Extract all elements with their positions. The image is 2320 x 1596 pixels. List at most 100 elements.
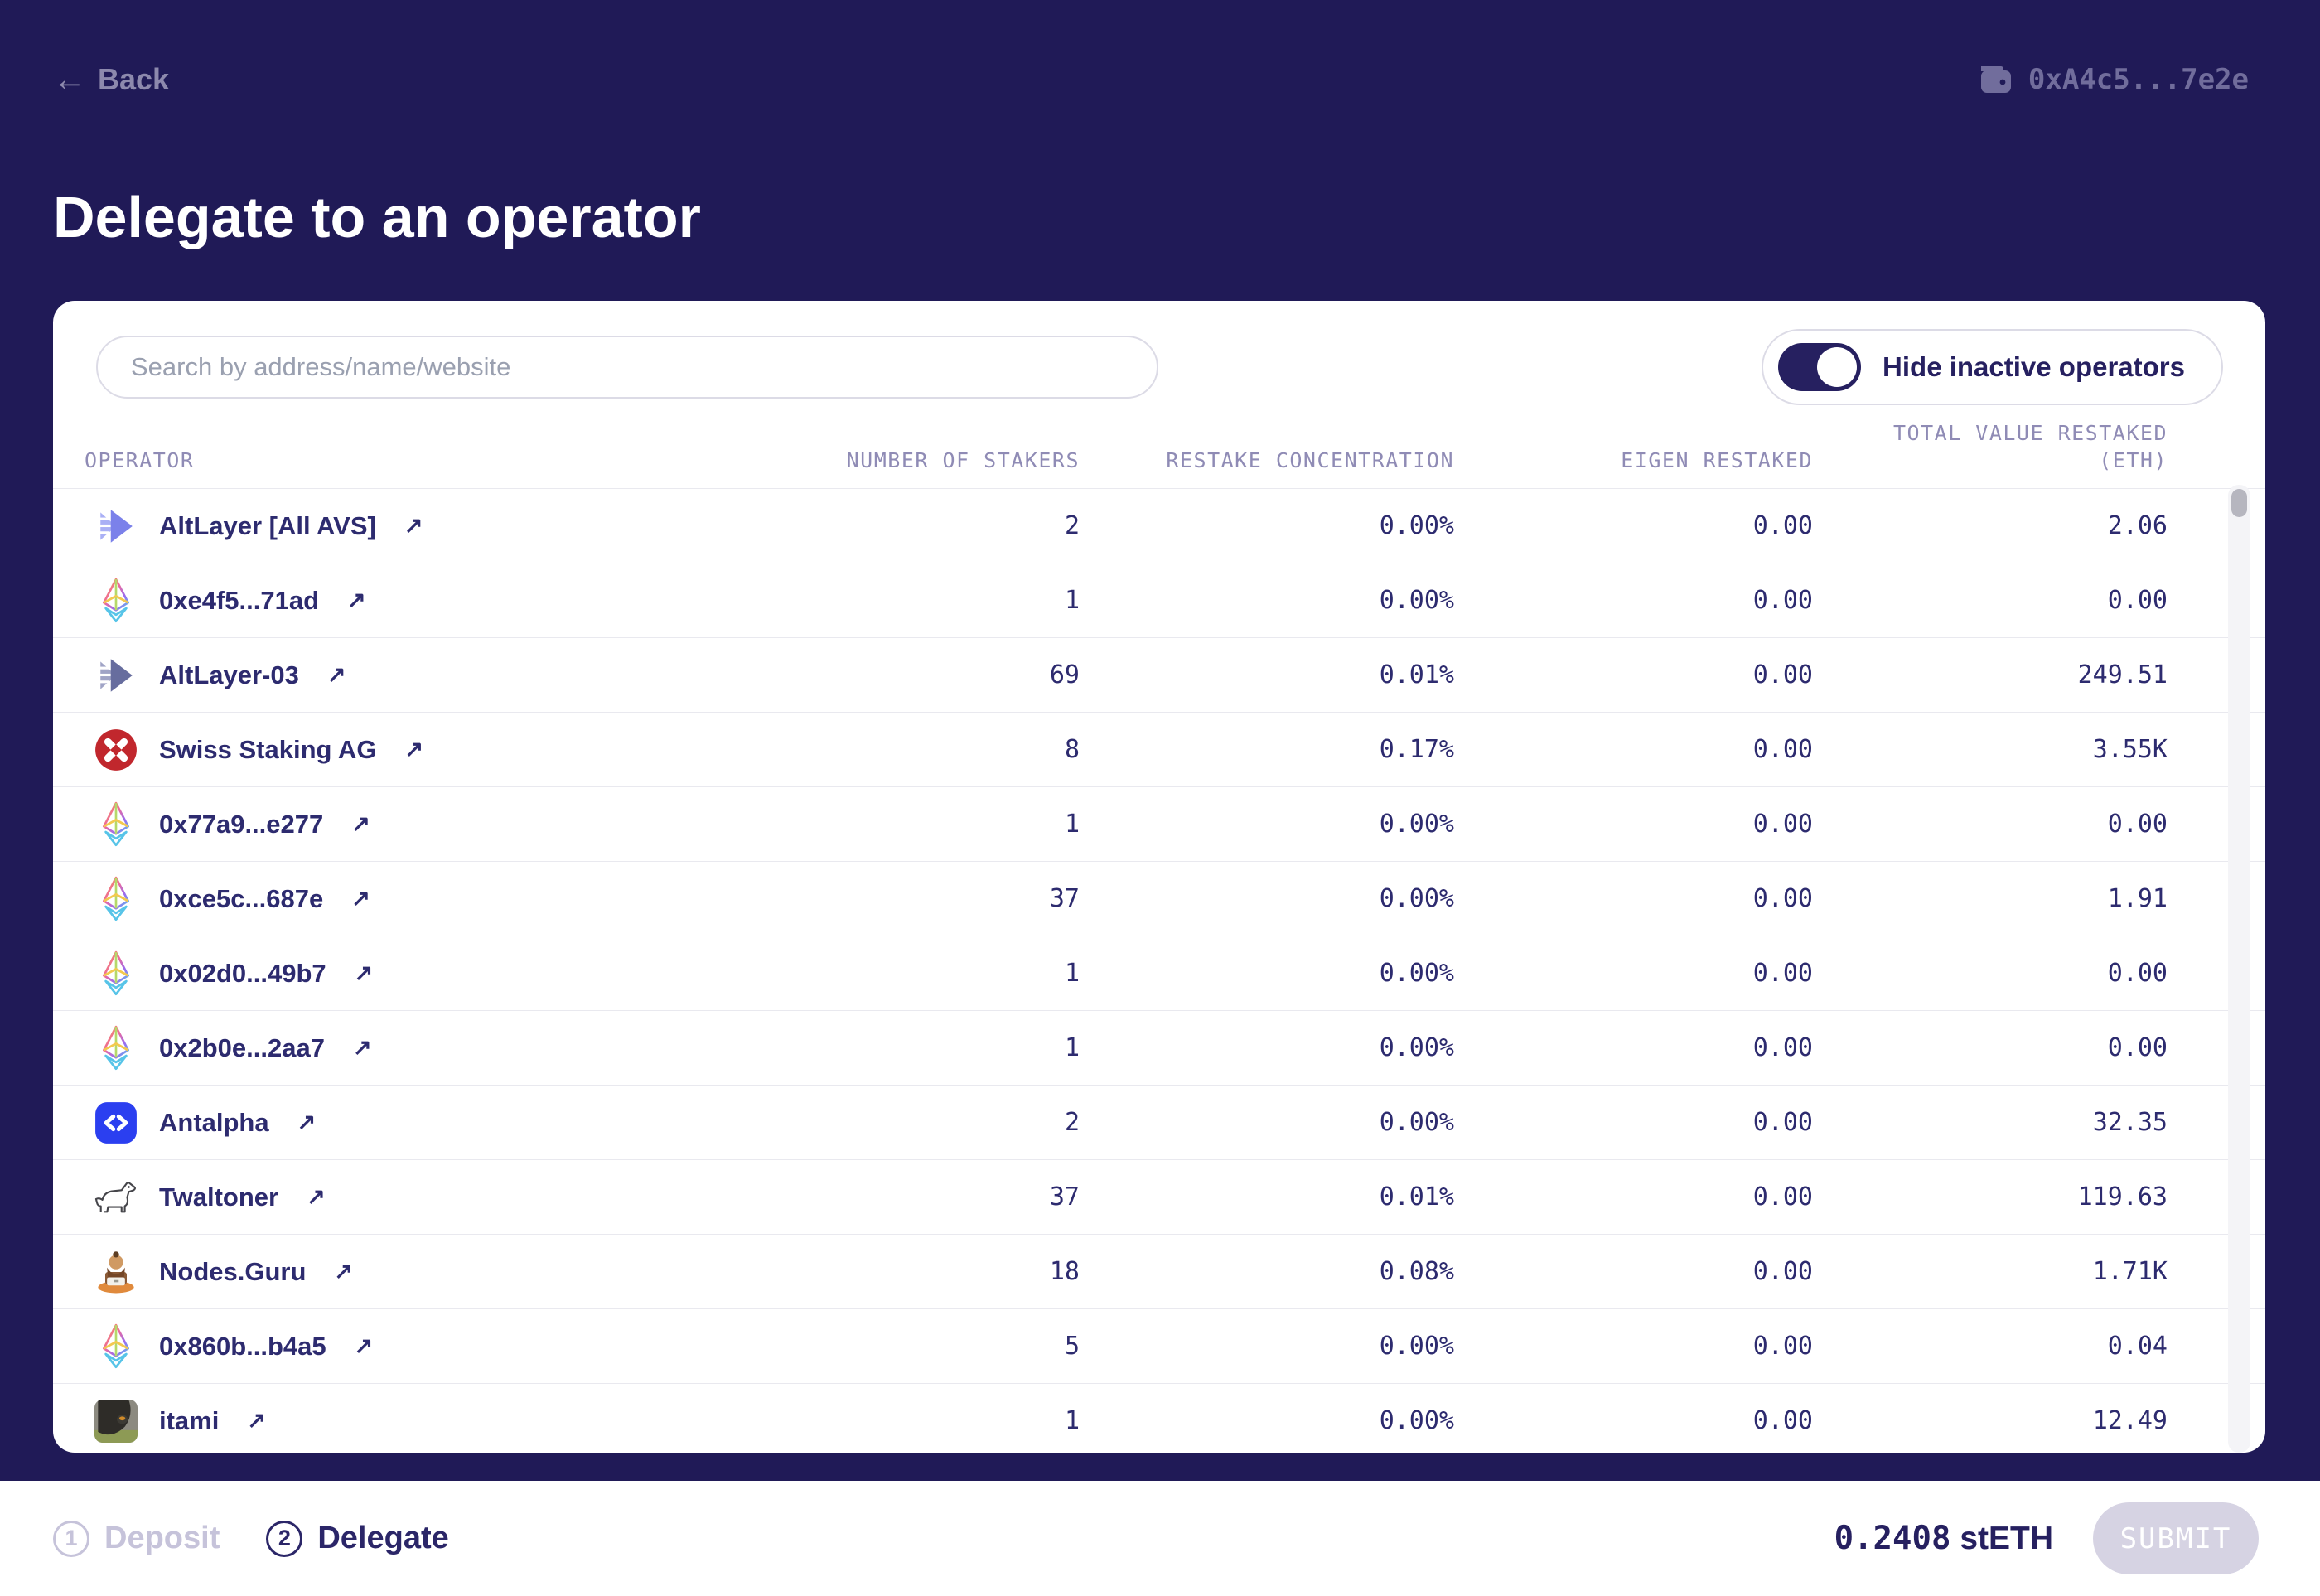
operator-cell[interactable]: 0x860b...b4a5 ↗: [85, 1323, 732, 1370]
operator-cell[interactable]: 0x2b0e...2aa7 ↗: [85, 1025, 732, 1071]
eigen-restaked-value: 0.00: [1752, 1257, 1813, 1286]
step-label: Delegate: [317, 1521, 449, 1555]
submit-button[interactable]: SUBMIT: [2093, 1502, 2259, 1574]
table-row[interactable]: Nodes.Guru ↗ 18 0.08% 0.00 1.71K: [53, 1234, 2265, 1308]
total-restaked-value: 0.00: [2107, 959, 2168, 988]
operator-avatar-icon: [94, 1025, 138, 1071]
operator-name: AltLayer-03: [159, 660, 299, 689]
external-link-icon[interactable]: ↗: [404, 737, 424, 762]
column-header-eigen: EIGEN RESTAKED: [1621, 448, 1813, 473]
stakers-value: 2: [1064, 511, 1080, 540]
table-scrollbar[interactable]: [2228, 485, 2250, 1453]
table-row[interactable]: Swiss Staking AG ↗ 8 0.17% 0.00 3.55K: [53, 712, 2265, 786]
operator-cell[interactable]: 0xce5c...687e ↗: [85, 876, 732, 922]
total-restaked-value: 3.55K: [2092, 735, 2168, 764]
concentration-value: 0.00%: [1379, 959, 1454, 988]
total-restaked-value: 249.51: [2077, 660, 2168, 689]
external-link-icon[interactable]: ↗: [247, 1408, 266, 1433]
toggle-switch-icon[interactable]: [1778, 343, 1862, 391]
eigen-restaked-value: 0.00: [1752, 1108, 1813, 1137]
operator-avatar-icon: [94, 876, 138, 922]
external-link-icon[interactable]: ↗: [354, 960, 374, 985]
total-restaked-value: 0.00: [2107, 1033, 2168, 1062]
total-restaked-value: 2.06: [2107, 511, 2168, 540]
table-row[interactable]: 0xce5c...687e ↗ 37 0.00% 0.00 1.91: [53, 861, 2265, 936]
column-header-total: TOTAL VALUE RESTAKED (ETH): [1892, 420, 2168, 473]
operator-avatar-icon: [94, 950, 138, 997]
eigen-restaked-value: 0.00: [1752, 1406, 1813, 1435]
operator-cell[interactable]: 0x77a9...e277 ↗: [85, 801, 732, 848]
step-number-badge: 2: [266, 1520, 303, 1557]
wallet-chip[interactable]: 0xA4c5...7e2e: [1979, 63, 2249, 96]
search-input[interactable]: [96, 336, 1158, 399]
table-row[interactable]: 0x02d0...49b7 ↗ 1 0.00% 0.00 0.00: [53, 936, 2265, 1010]
table-row[interactable]: 0xe4f5...71ad ↗ 1 0.00% 0.00 0.00: [53, 563, 2265, 637]
external-link-icon[interactable]: ↗: [351, 811, 370, 836]
operator-cell[interactable]: 0x02d0...49b7 ↗: [85, 950, 732, 997]
external-link-icon[interactable]: ↗: [334, 1259, 354, 1284]
table-row[interactable]: 0x2b0e...2aa7 ↗ 1 0.00% 0.00 0.00: [53, 1010, 2265, 1085]
table-row[interactable]: Antalpha ↗ 2 0.00% 0.00 32.35: [53, 1085, 2265, 1159]
external-link-icon[interactable]: ↗: [347, 588, 366, 612]
operator-cell[interactable]: Twaltoner ↗: [85, 1174, 732, 1221]
stakers-value: 2: [1064, 1108, 1080, 1137]
table-row[interactable]: AltLayer-03 ↗ 69 0.01% 0.00 249.51: [53, 637, 2265, 712]
table-row[interactable]: 0x77a9...e277 ↗ 1 0.00% 0.00 0.00: [53, 786, 2265, 861]
external-link-icon[interactable]: ↗: [404, 513, 423, 538]
stakers-value: 5: [1064, 1332, 1080, 1361]
operator-name: 0xce5c...687e: [159, 883, 324, 913]
operator-avatar-icon: [94, 652, 138, 699]
table-row[interactable]: AltLayer [All AVS] ↗ 2 0.00% 0.00 2.06: [53, 488, 2265, 563]
wallet-address: 0xA4c5...7e2e: [2028, 63, 2249, 96]
total-restaked-value: 0.00: [2107, 586, 2168, 615]
step-delegate: 2 Delegate: [266, 1520, 449, 1557]
external-link-icon[interactable]: ↗: [307, 1184, 326, 1209]
table-row[interactable]: itami ↗ 1 0.00% 0.00 12.49: [53, 1383, 2265, 1453]
stakers-value: 1: [1064, 959, 1080, 988]
total-restaked-value: 0.04: [2107, 1332, 2168, 1361]
column-header-stakers: NUMBER OF STAKERS: [846, 448, 1080, 473]
operator-avatar-icon: [94, 1100, 138, 1146]
operator-cell[interactable]: Nodes.Guru ↗: [85, 1249, 732, 1295]
total-restaked-value: 119.63: [2077, 1182, 2168, 1212]
operator-avatar-icon: [94, 578, 138, 624]
operator-cell[interactable]: Swiss Staking AG ↗: [85, 727, 732, 773]
eigen-restaked-value: 0.00: [1752, 735, 1813, 764]
hide-inactive-toggle[interactable]: Hide inactive operators: [1762, 329, 2223, 405]
eigen-restaked-value: 0.00: [1752, 660, 1813, 689]
table-row[interactable]: 0x860b...b4a5 ↗ 5 0.00% 0.00 0.04: [53, 1308, 2265, 1383]
step-label: Deposit: [104, 1521, 220, 1555]
external-link-icon[interactable]: ↗: [352, 1035, 372, 1060]
toggle-knob: [1817, 347, 1858, 387]
operator-cell[interactable]: 0xe4f5...71ad ↗: [85, 578, 732, 624]
step-deposit[interactable]: 1 Deposit: [53, 1520, 220, 1557]
concentration-value: 0.01%: [1379, 660, 1454, 689]
operator-cell[interactable]: AltLayer [All AVS] ↗: [85, 503, 732, 549]
stakers-value: 1: [1064, 1033, 1080, 1062]
operator-avatar-icon: [94, 503, 138, 549]
total-restaked-value: 1.91: [2107, 884, 2168, 913]
stakers-value: 69: [1049, 660, 1080, 689]
operator-name: Antalpha: [159, 1107, 269, 1137]
operator-cell[interactable]: itami ↗: [85, 1398, 732, 1444]
external-link-icon[interactable]: ↗: [297, 1110, 317, 1134]
operator-cell[interactable]: Antalpha ↗: [85, 1100, 732, 1146]
scrollbar-thumb[interactable]: [2231, 489, 2247, 517]
concentration-value: 0.00%: [1379, 810, 1454, 839]
external-link-icon[interactable]: ↗: [354, 1333, 374, 1358]
back-button[interactable]: ← Back: [53, 61, 169, 99]
stakers-value: 8: [1064, 735, 1080, 764]
external-link-icon[interactable]: ↗: [326, 662, 346, 687]
operator-cell[interactable]: AltLayer-03 ↗: [85, 652, 732, 699]
eigen-restaked-value: 0.00: [1752, 959, 1813, 988]
concentration-value: 0.00%: [1379, 1332, 1454, 1361]
external-link-icon[interactable]: ↗: [351, 886, 370, 911]
concentration-value: 0.00%: [1379, 1033, 1454, 1062]
stakers-value: 1: [1064, 1406, 1080, 1435]
operator-name: 0x860b...b4a5: [159, 1331, 326, 1361]
operators-panel: Hide inactive operators OPERATOR NUMBER …: [53, 301, 2265, 1453]
operator-name: Nodes.Guru: [159, 1256, 307, 1286]
table-row[interactable]: Twaltoner ↗ 37 0.01% 0.00 119.63: [53, 1159, 2265, 1234]
stakers-value: 37: [1049, 1182, 1080, 1212]
concentration-value: 0.00%: [1379, 511, 1454, 540]
